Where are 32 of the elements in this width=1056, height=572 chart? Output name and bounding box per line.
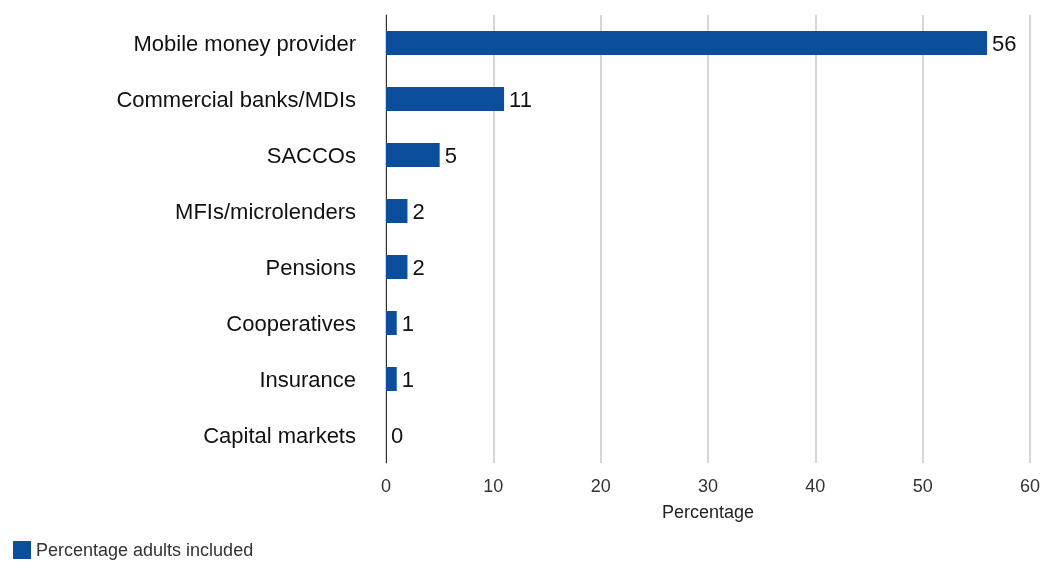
data-label: 5 — [444, 142, 457, 168]
x-axis-title: Percentage — [661, 502, 755, 522]
data-label: 56 — [992, 30, 1017, 56]
x-tick-label: 50 — [912, 476, 933, 496]
y-tick-label: Commercial banks/MDIs — [116, 86, 356, 112]
bar — [386, 31, 988, 55]
data-label: 1 — [401, 310, 414, 336]
y-tick-label: Capital markets — [203, 422, 356, 448]
data-label: 2 — [412, 254, 425, 280]
x-tick-label: 60 — [1019, 476, 1041, 496]
data-label: 11 — [509, 86, 532, 112]
y-tick-label: SACCOs — [266, 142, 356, 168]
y-tick-label: Cooperatives — [226, 310, 356, 336]
legend-label: Percentage adults included — [36, 540, 254, 560]
bar — [386, 255, 408, 279]
y-tick-label: Mobile money provider — [133, 30, 356, 56]
bar — [386, 143, 440, 167]
x-tick-label: 40 — [805, 476, 826, 496]
bar — [386, 367, 397, 391]
y-tick-label: Insurance — [259, 366, 356, 392]
x-tick-label: 30 — [697, 476, 719, 496]
bar — [386, 311, 397, 335]
data-label: 0 — [391, 422, 404, 448]
data-label: 1 — [401, 366, 414, 392]
y-tick-label: MFIs/microlenders — [175, 198, 356, 224]
x-tick-label: 0 — [380, 476, 392, 496]
bar — [386, 87, 505, 111]
bar — [386, 199, 408, 223]
x-tick-label: 10 — [483, 476, 504, 496]
data-label: 2 — [412, 198, 425, 224]
x-tick-label: 20 — [590, 476, 611, 496]
y-tick-label: Pensions — [265, 254, 356, 280]
